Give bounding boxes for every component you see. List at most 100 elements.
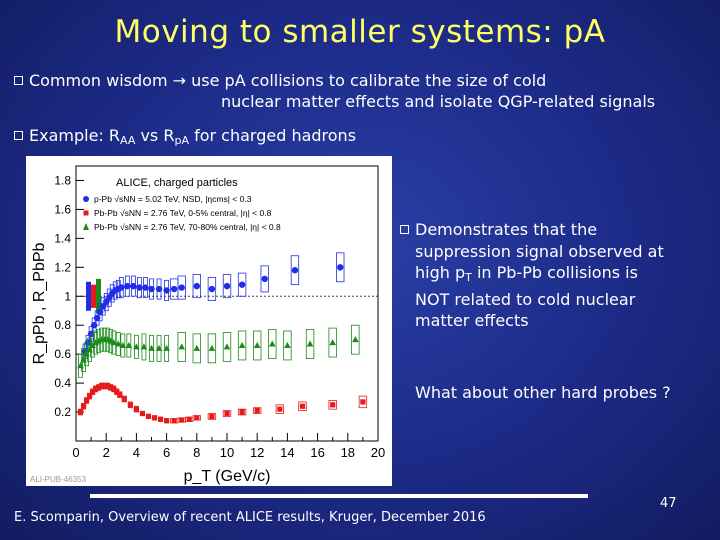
data-point-central <box>186 416 192 422</box>
syst-error-box <box>351 324 360 355</box>
syst-error-box <box>81 347 86 372</box>
syst-error-box <box>358 395 368 409</box>
data-point-central <box>93 386 99 392</box>
data-point-central <box>96 384 102 391</box>
data-point-ppb <box>208 285 216 293</box>
x-tick-label: 4 <box>133 445 140 460</box>
data-point-central <box>77 409 84 415</box>
side-line4: NOT related to cold nuclear <box>415 289 636 309</box>
data-point-ppb <box>238 281 246 288</box>
side-line2: suppression signal observed at <box>415 241 664 261</box>
data-point-ppb <box>118 284 125 291</box>
norm-box-ppb <box>86 281 91 311</box>
syst-error-box <box>126 333 132 358</box>
data-point-central <box>145 413 152 419</box>
data-point-central <box>151 415 158 421</box>
data-point-central <box>299 403 306 409</box>
bullet-common-wisdom: Common wisdom → use pA collisions to cal… <box>14 70 655 112</box>
syst-error-box <box>253 330 262 361</box>
data-point-peripheral <box>155 344 163 351</box>
side-line3-pre: high p <box>415 263 466 282</box>
data-point-central <box>105 383 111 389</box>
data-point-central <box>171 418 177 424</box>
data-point-ppb <box>261 275 268 283</box>
syst-error-box <box>192 333 201 364</box>
data-point-ppb <box>130 282 137 290</box>
bullet-example: Example: RAA vs RpA for charged hadrons <box>14 125 356 151</box>
data-point-peripheral <box>269 340 276 347</box>
syst-error-box <box>115 332 121 357</box>
x-tick-label: 18 <box>341 445 355 460</box>
data-point-peripheral <box>352 336 359 343</box>
data-point-ppb <box>90 322 98 329</box>
data-point-peripheral <box>306 340 314 347</box>
data-point-ppb <box>193 282 200 290</box>
data-point-central <box>157 416 164 422</box>
data-point-central <box>102 383 108 389</box>
y-axis-label: R_pPb , R_PbPb <box>31 242 48 364</box>
bullet-line2: nuclear matter effects and isolate QGP-r… <box>221 92 656 111</box>
legend-entry: Pb-Pb √sNN = 2.76 TeV, 0-5% central, |η|… <box>94 208 272 218</box>
data-point-ppb <box>337 264 344 271</box>
example-text-post: for charged hadrons <box>188 126 357 145</box>
syst-error-box <box>253 407 262 414</box>
data-point-central <box>194 415 200 421</box>
data-point-central <box>224 410 230 417</box>
y-tick-label: 0.6 <box>54 347 71 361</box>
data-point-central <box>277 406 283 412</box>
example-sub-pa: pA <box>174 134 189 147</box>
x-tick-label: 20 <box>371 445 385 460</box>
example-sub-aa: AA <box>120 134 136 147</box>
syst-error-box <box>207 333 217 364</box>
data-point-peripheral <box>329 339 336 346</box>
syst-error-box <box>222 274 232 299</box>
syst-error-box <box>84 342 89 367</box>
side-line5: matter effects <box>415 311 529 330</box>
example-text-pre: Example: R <box>29 126 121 145</box>
x-tick-label: 6 <box>163 445 170 460</box>
footer-divider <box>90 494 588 498</box>
norm-box-central <box>91 284 96 308</box>
syst-error-box <box>283 330 292 361</box>
syst-error-box <box>207 413 217 420</box>
syst-error-box <box>336 252 345 283</box>
x-tick-label: 14 <box>280 445 294 460</box>
data-point-ppb <box>148 285 155 293</box>
data-point-central <box>133 406 139 412</box>
data-point-peripheral <box>223 343 231 350</box>
x-tick-label: 0 <box>72 445 79 460</box>
data-point-peripheral <box>208 344 216 351</box>
watermark: ALI-PUB-46353 <box>30 475 87 484</box>
syst-error-box <box>237 408 247 416</box>
data-point-ppb <box>142 284 149 291</box>
footer-text: E. Scomparin, Overview of recent ALICE r… <box>14 510 486 525</box>
data-point-central <box>86 393 93 399</box>
syst-error-box <box>177 332 186 362</box>
arrow-icon: → <box>172 71 187 90</box>
syst-error-box <box>237 272 247 297</box>
data-point-peripheral <box>83 350 90 357</box>
y-tick-label: 0.4 <box>54 376 71 390</box>
data-point-central <box>254 408 260 414</box>
y-tick-label: 1.6 <box>54 202 71 216</box>
data-point-central <box>121 396 127 402</box>
bullet-box-icon <box>400 225 409 234</box>
data-point-central <box>80 403 87 409</box>
syst-error-box <box>207 277 217 302</box>
syst-error-box <box>328 327 337 358</box>
syst-error-box <box>237 330 247 361</box>
data-point-ppb <box>93 314 101 322</box>
data-point-central <box>117 392 123 398</box>
y-tick-label: 0.2 <box>54 405 71 419</box>
legend-entry: Pb-Pb √sNN = 2.76 TeV, 70-80% central, |… <box>94 222 281 232</box>
syst-error-box <box>305 329 315 359</box>
syst-error-box <box>87 337 92 362</box>
norm-box-peripheral <box>96 278 101 314</box>
data-point-central <box>239 409 245 415</box>
bullet-line1: use pA collisions to calibrate the size … <box>191 71 547 90</box>
syst-error-box <box>156 334 162 362</box>
syst-error-box <box>120 333 126 358</box>
data-point-ppb <box>291 267 299 274</box>
side-bullet: Demonstrates that the suppression signal… <box>400 219 715 332</box>
data-point-peripheral <box>133 343 140 350</box>
